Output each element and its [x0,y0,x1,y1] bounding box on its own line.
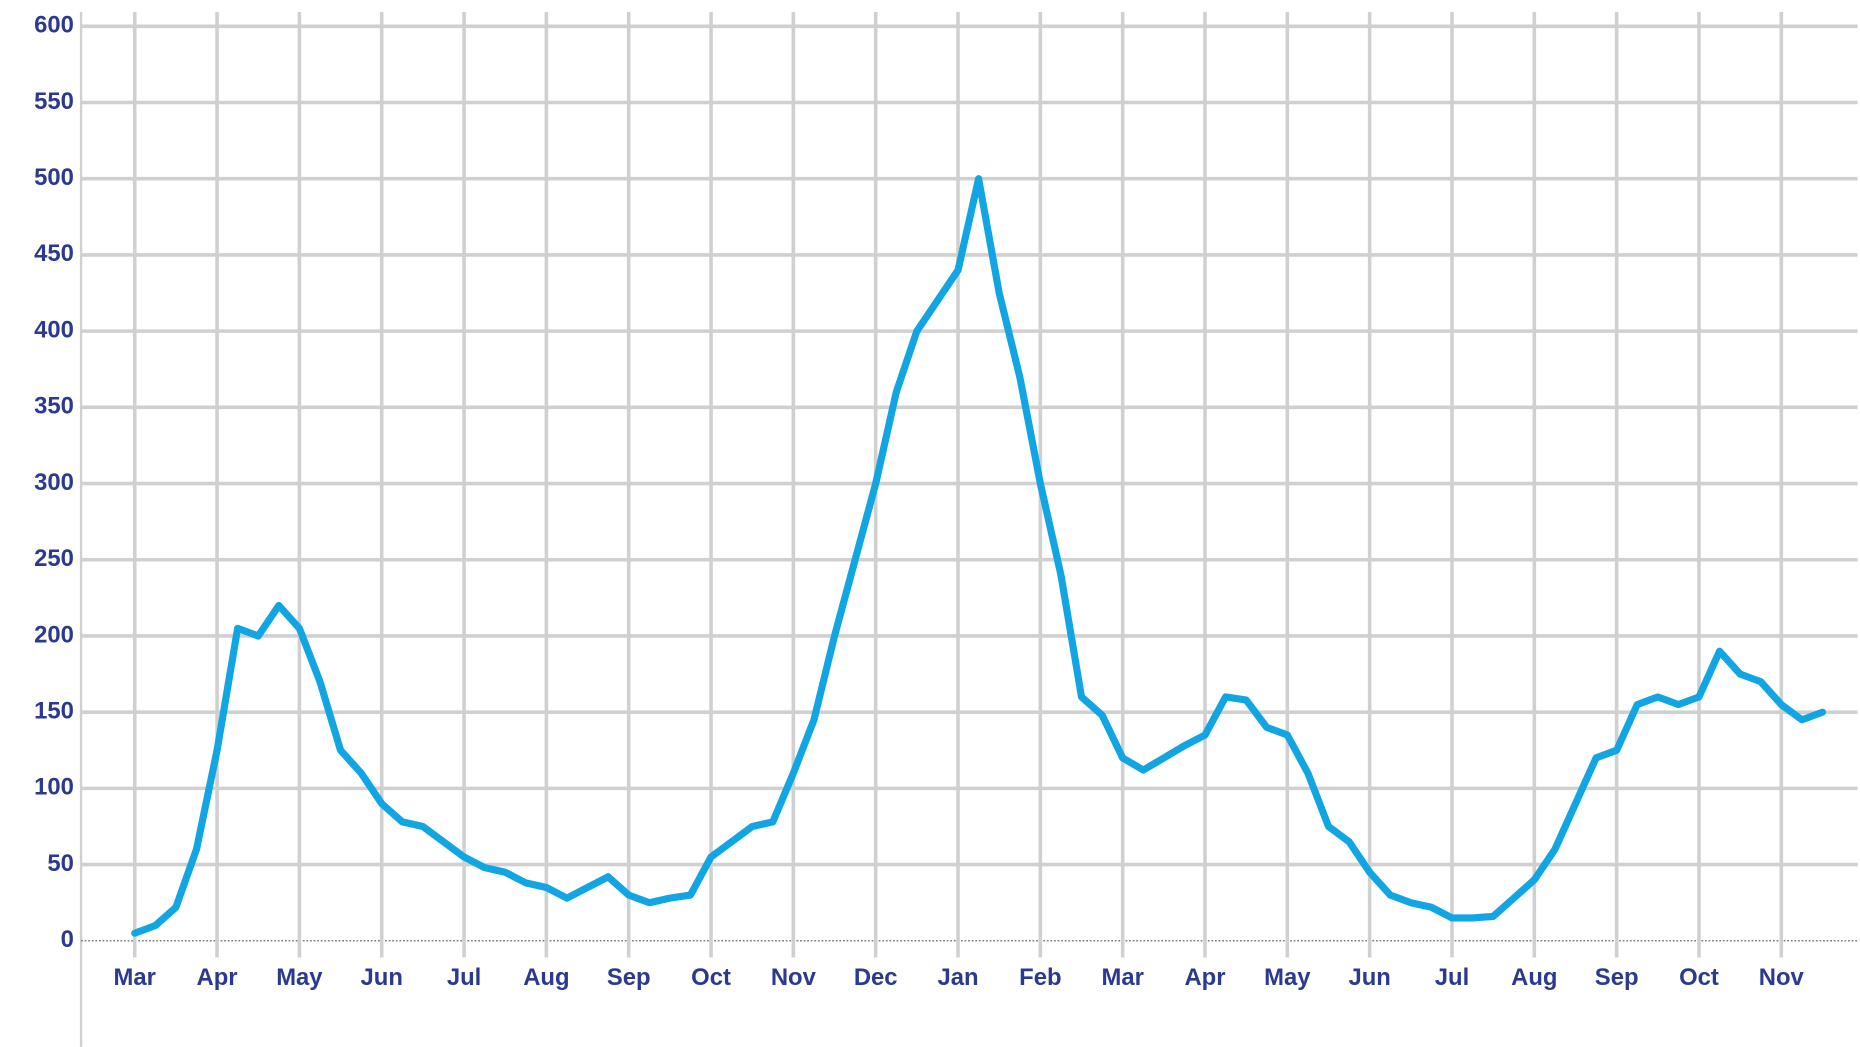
x-tick-label: Mar [114,964,156,991]
x-tick-label: Feb [1019,964,1061,991]
y-tick-label: 100 [34,774,74,801]
x-tick-label: Jun [361,964,403,991]
x-tick-label: Oct [691,964,731,991]
x-tick-label: Mar [1101,964,1143,991]
y-tick-label: 500 [34,164,74,191]
y-tick-label: 300 [34,469,74,496]
x-tick-label: Apr [197,964,238,991]
x-tick-label: Jun [1348,964,1390,991]
y-tick-label: 350 [34,393,74,420]
y-tick-label: 600 [34,12,74,39]
x-tick-label: Jan [937,964,978,991]
x-tick-label: May [276,964,323,991]
x-tick-label: Aug [1511,964,1557,991]
x-tick-label: Dec [854,964,898,991]
y-tick-label: 200 [34,621,74,648]
y-tick-label: 400 [34,316,74,343]
y-tick-label: 50 [47,850,74,877]
x-tick-label: Oct [1679,964,1719,991]
line-series [131,175,1827,937]
x-tick-label: Sep [607,964,651,991]
x-tick-label: Apr [1184,964,1225,991]
x-tick-label: Nov [771,964,817,991]
y-tick-label: 250 [34,545,74,572]
x-tick-label: Nov [1759,964,1805,991]
x-tick-label: Jul [447,964,481,991]
x-tick-label: Sep [1595,964,1639,991]
y-tick-label: 550 [34,88,74,115]
y-tick-label: 0 [61,926,74,953]
y-tick-label: 150 [34,697,74,724]
y-tick-label: 450 [34,240,74,267]
x-tick-label: Jul [1435,964,1469,991]
x-tick-label: May [1264,964,1311,991]
x-tick-label: Aug [523,964,569,991]
